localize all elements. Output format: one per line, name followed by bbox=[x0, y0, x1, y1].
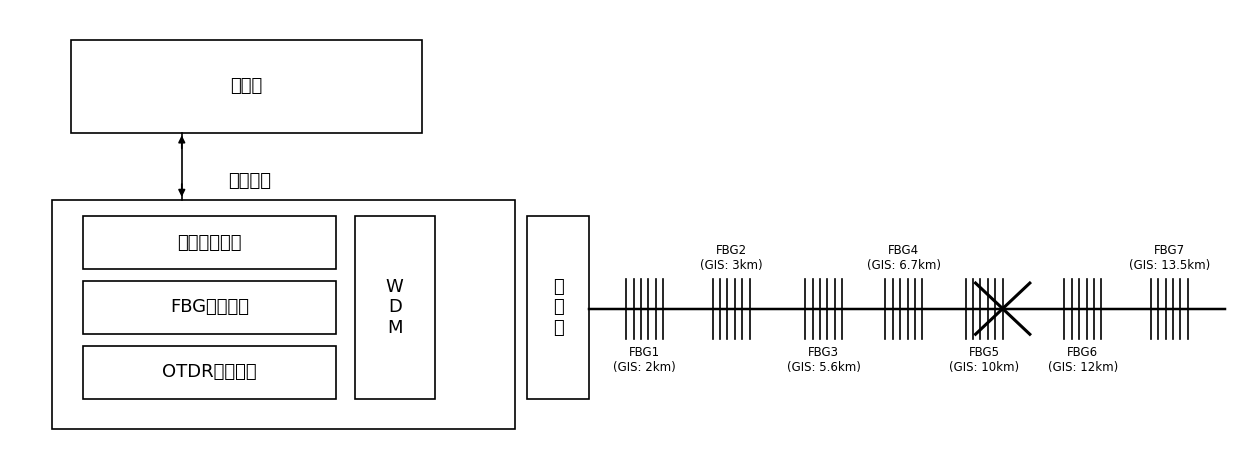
Text: 监
测
箱: 监 测 箱 bbox=[553, 278, 564, 337]
Text: FBG4
(GIS: 6.7km): FBG4 (GIS: 6.7km) bbox=[867, 243, 941, 272]
Bar bbox=[83, 216, 336, 269]
Text: 数据收发模块: 数据收发模块 bbox=[177, 234, 242, 251]
Bar bbox=[71, 40, 423, 133]
Bar bbox=[527, 216, 589, 399]
Text: W
D
M: W D M bbox=[386, 278, 403, 337]
Text: FBG5
(GIS: 10km): FBG5 (GIS: 10km) bbox=[949, 346, 1019, 374]
Text: FBG3
(GIS: 5.6km): FBG3 (GIS: 5.6km) bbox=[786, 346, 861, 374]
Text: FBG6
(GIS: 12km): FBG6 (GIS: 12km) bbox=[1048, 346, 1118, 374]
Text: FBG1
(GIS: 2km): FBG1 (GIS: 2km) bbox=[614, 346, 676, 374]
Text: 数据通信: 数据通信 bbox=[228, 172, 272, 190]
Bar bbox=[83, 346, 336, 399]
Text: FBG7
(GIS: 13.5km): FBG7 (GIS: 13.5km) bbox=[1128, 243, 1210, 272]
Text: FBG解调模块: FBG解调模块 bbox=[170, 298, 249, 317]
Text: FBG2
(GIS: 3km): FBG2 (GIS: 3km) bbox=[699, 243, 763, 272]
Text: OTDR监测模块: OTDR监测模块 bbox=[162, 363, 257, 381]
Text: 服务器: 服务器 bbox=[231, 77, 263, 95]
Bar bbox=[83, 281, 336, 334]
Bar bbox=[355, 216, 435, 399]
Bar bbox=[52, 200, 515, 429]
